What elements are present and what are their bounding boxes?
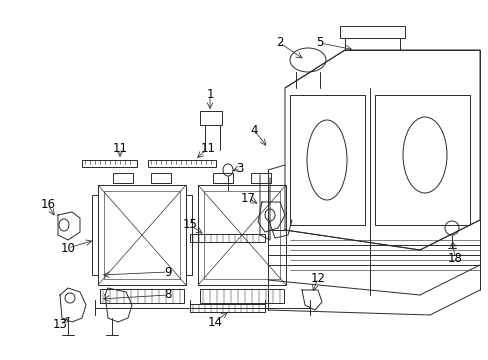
Bar xyxy=(339,26,404,38)
Bar xyxy=(190,234,264,242)
Bar xyxy=(200,289,284,303)
Text: 14: 14 xyxy=(207,315,222,328)
Bar xyxy=(190,304,264,312)
Bar xyxy=(198,185,285,285)
Bar xyxy=(200,111,222,125)
Bar xyxy=(113,173,133,183)
Text: 5: 5 xyxy=(316,36,323,49)
Bar xyxy=(82,160,137,167)
Bar xyxy=(104,191,180,279)
Text: 1: 1 xyxy=(206,89,213,102)
Text: 17: 17 xyxy=(240,192,255,204)
Text: 16: 16 xyxy=(41,198,55,211)
Text: 9: 9 xyxy=(164,266,171,279)
Bar xyxy=(213,173,232,183)
Bar xyxy=(374,95,469,225)
Bar xyxy=(98,185,185,285)
Bar xyxy=(289,95,364,225)
Text: 12: 12 xyxy=(310,271,325,284)
Bar xyxy=(92,195,98,275)
Bar xyxy=(185,195,192,275)
Text: 18: 18 xyxy=(447,252,462,265)
Bar xyxy=(148,160,216,167)
Text: 8: 8 xyxy=(164,288,171,302)
Bar xyxy=(203,191,280,279)
Text: 2: 2 xyxy=(276,36,283,49)
Text: 10: 10 xyxy=(61,242,75,255)
Text: 15: 15 xyxy=(182,219,197,231)
Text: 11: 11 xyxy=(112,141,127,154)
Text: 13: 13 xyxy=(52,319,67,332)
Text: 4: 4 xyxy=(250,123,257,136)
Text: 11: 11 xyxy=(200,141,215,154)
Bar xyxy=(250,173,270,183)
Bar xyxy=(151,173,171,183)
Text: 3: 3 xyxy=(236,162,243,175)
Bar xyxy=(100,289,183,303)
